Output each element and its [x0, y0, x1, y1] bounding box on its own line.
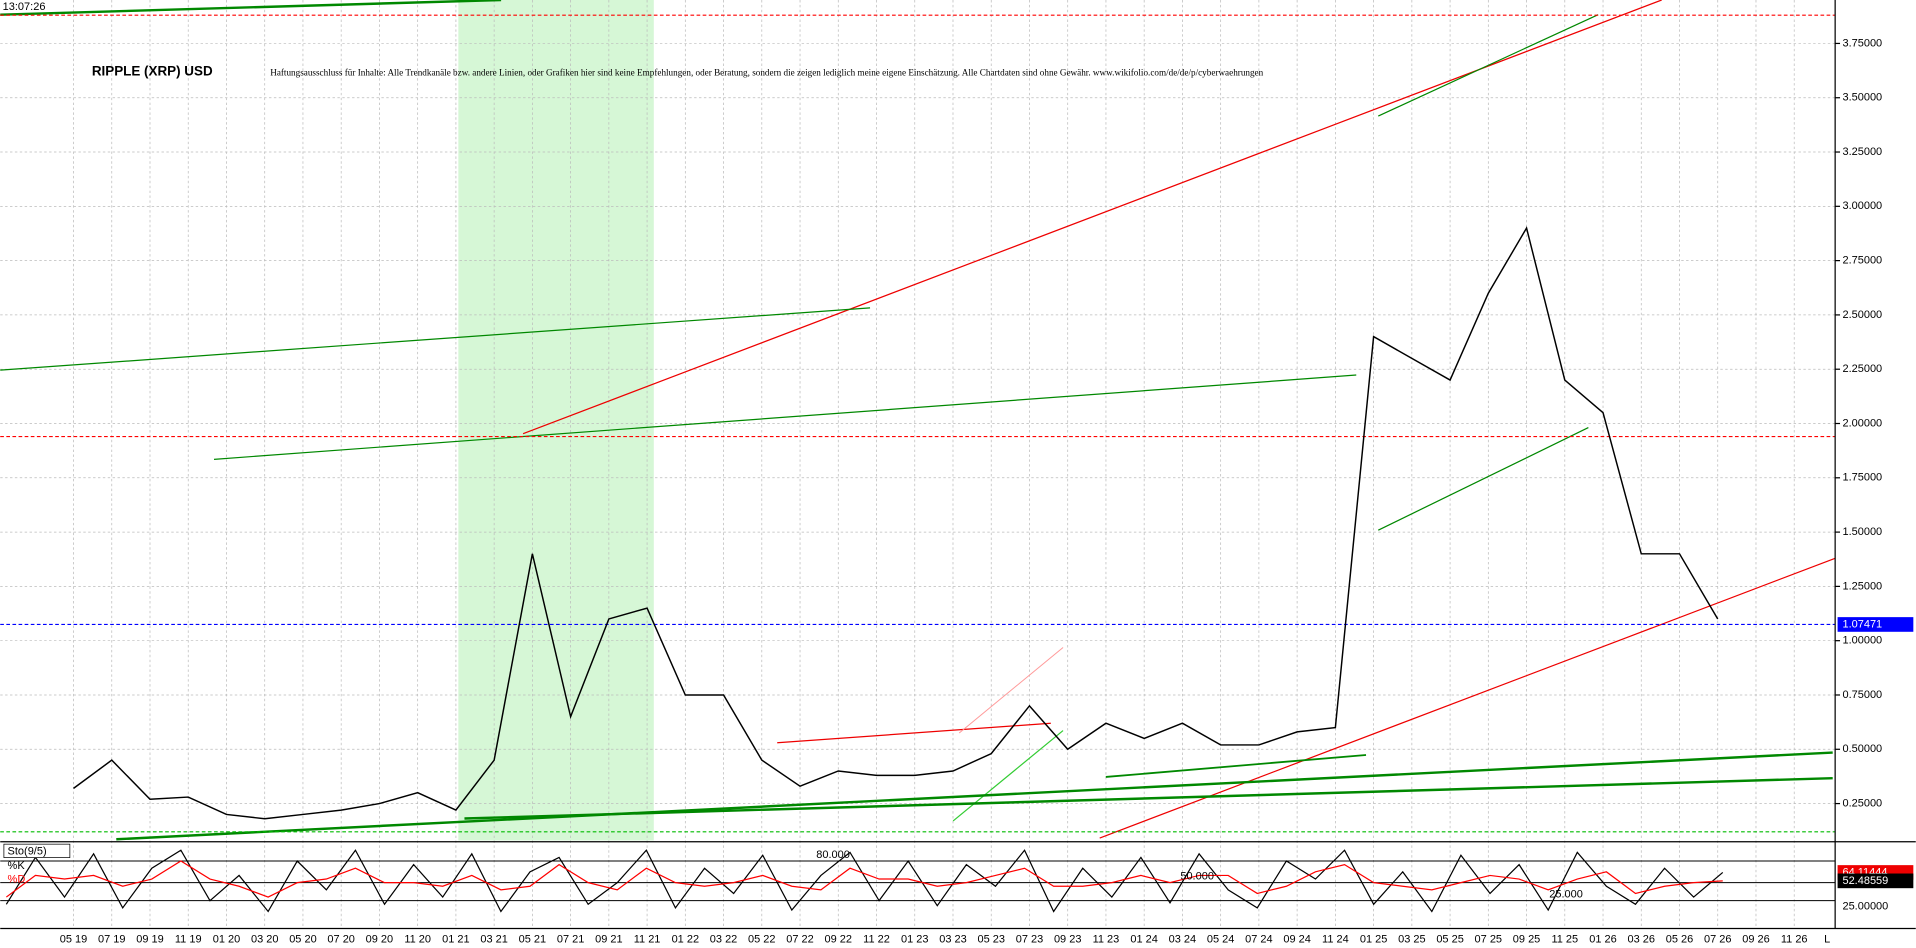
- x-tick-label: 05 19: [60, 933, 88, 945]
- price-label-box: [1837, 617, 1914, 632]
- x-tick-label: 09 19: [136, 933, 163, 945]
- x-tick-label: 01 23: [901, 933, 929, 945]
- level-label: 25.000: [1549, 888, 1583, 900]
- y-tick-label: 3.75000: [1842, 37, 1882, 49]
- x-tick-label: 11 24: [1322, 933, 1349, 945]
- level-label: 50.000: [1180, 870, 1214, 882]
- x-tick-label: 03 21: [480, 933, 508, 945]
- plot: [0, 14, 1836, 913]
- x-tick-label: 07 24: [1245, 933, 1273, 945]
- x-tick-label: 11 23: [1093, 933, 1120, 945]
- indicator-legend: %K: [8, 860, 26, 872]
- trend-line: [958, 647, 1064, 734]
- y-tick-label: 3.50000: [1842, 92, 1882, 104]
- trend-lines: [0, 0, 1836, 841]
- x-tick-label: 09 23: [1054, 933, 1082, 945]
- x-tick-label: 05 24: [1207, 933, 1235, 945]
- x-tick-label: 01 22: [672, 933, 700, 945]
- grid: [0, 0, 1836, 929]
- y-tick-label: 3.00000: [1842, 200, 1882, 212]
- y-tick-label: 1.50000: [1842, 526, 1882, 538]
- x-tick-label: 09 22: [825, 933, 853, 945]
- x-tick-label: 07 23: [1016, 933, 1044, 945]
- trend-line: [952, 730, 1064, 822]
- x-tick-label: 09 21: [595, 933, 623, 945]
- trend-line: [1377, 14, 1599, 117]
- x-tick-label: 03 26: [1628, 933, 1655, 945]
- x-tick-label: 07 19: [98, 933, 126, 945]
- x-tick-label: 03 24: [1169, 933, 1197, 945]
- trend-line: [0, 307, 871, 371]
- trend-line: [116, 751, 1833, 841]
- indicator-value-box: [1837, 873, 1914, 889]
- x-tick-label: 05 23: [977, 933, 1005, 945]
- indicator-value: 52.48559: [1842, 875, 1888, 887]
- x-tick-label: 09 26: [1742, 933, 1769, 945]
- highlight-band: [458, 0, 654, 841]
- indicator-legend: %D: [8, 873, 26, 885]
- x-tick-label: 07 26: [1704, 933, 1731, 945]
- x-tick-label: 01 24: [1130, 933, 1158, 945]
- chart-title: RIPPLE (XRP) USD: [92, 64, 213, 79]
- x-tick-label: 05 21: [519, 933, 547, 945]
- axis-panel: [1835, 0, 1916, 948]
- trend-line: [213, 374, 1357, 460]
- x-tick-label: 09 20: [366, 933, 394, 945]
- x-tick-label: 03 20: [251, 933, 278, 945]
- x-tick-label: 03 22: [710, 933, 738, 945]
- x-tick-label: 11 20: [404, 933, 431, 945]
- x-tick-label: 09 24: [1283, 933, 1311, 945]
- x-tick-label: 07 20: [327, 933, 355, 945]
- price-line: [73, 226, 1719, 820]
- y-tick-label: 2.25000: [1842, 363, 1882, 375]
- x-tick-label: 07 21: [557, 933, 585, 945]
- indicator-box: [3, 843, 71, 858]
- y-tick-label: 1.00000: [1842, 635, 1882, 647]
- indicator-line: [5, 849, 1724, 913]
- x-tick-label: 05 22: [748, 933, 776, 945]
- trend-line: [0, 0, 502, 16]
- x-tick-label: 01 20: [213, 933, 241, 945]
- x-tick-label: 01 21: [442, 933, 470, 945]
- x-tick-label: 07 22: [786, 933, 814, 945]
- trend-line: [1105, 754, 1367, 778]
- x-tick-label: 05 26: [1666, 933, 1693, 945]
- y-tick-label: 0.75000: [1842, 689, 1882, 701]
- chart-subtitle: Haftungsausschluss für Inhalte: Alle Tre…: [270, 67, 1263, 77]
- y-tick-label: 1.75000: [1842, 472, 1882, 484]
- y-tick-label: 2.00000: [1842, 417, 1882, 429]
- x-tick-label: 03 23: [939, 933, 967, 945]
- x-tick-label: 11 22: [863, 933, 890, 945]
- trend-line: [464, 776, 1833, 820]
- x-tick-label: 03 25: [1398, 933, 1426, 945]
- trend-line: [1377, 427, 1589, 531]
- indicator-name: Sto(9/5): [8, 845, 47, 857]
- x-tick-label: 01 26: [1589, 933, 1616, 945]
- x-tick-label: 05 25: [1436, 933, 1464, 945]
- y-tick-label: 2.75000: [1842, 255, 1882, 267]
- trend-line: [1099, 557, 1836, 839]
- price-label: 1.07471: [1842, 618, 1882, 630]
- x-tick-label: 09 25: [1513, 933, 1540, 945]
- x-tick-label: 07 25: [1475, 933, 1503, 945]
- y-tick-label: 3.25000: [1842, 146, 1882, 158]
- level-label: 80.000: [816, 849, 850, 861]
- indicator-axis-label: 25.00000: [1842, 900, 1888, 912]
- y-tick-label: 0.25000: [1842, 797, 1882, 809]
- trend-line: [777, 722, 1051, 744]
- x-end-label: L: [1824, 933, 1830, 945]
- y-tick-label: 1.25000: [1842, 580, 1882, 592]
- timestamp: 13:07:26: [3, 1, 46, 13]
- x-tick-label: 05 20: [289, 933, 317, 945]
- x-tick-label: 11 25: [1551, 933, 1578, 945]
- y-tick-label: 0.50000: [1842, 743, 1882, 755]
- y-tick-label: 2.50000: [1842, 309, 1882, 321]
- indicator-line: [5, 860, 1723, 898]
- x-tick-label: 01 25: [1360, 933, 1387, 945]
- x-tick-label: 11 26: [1781, 933, 1808, 945]
- x-tick-label: 11 19: [175, 933, 202, 945]
- x-tick-label: 11 21: [634, 933, 661, 945]
